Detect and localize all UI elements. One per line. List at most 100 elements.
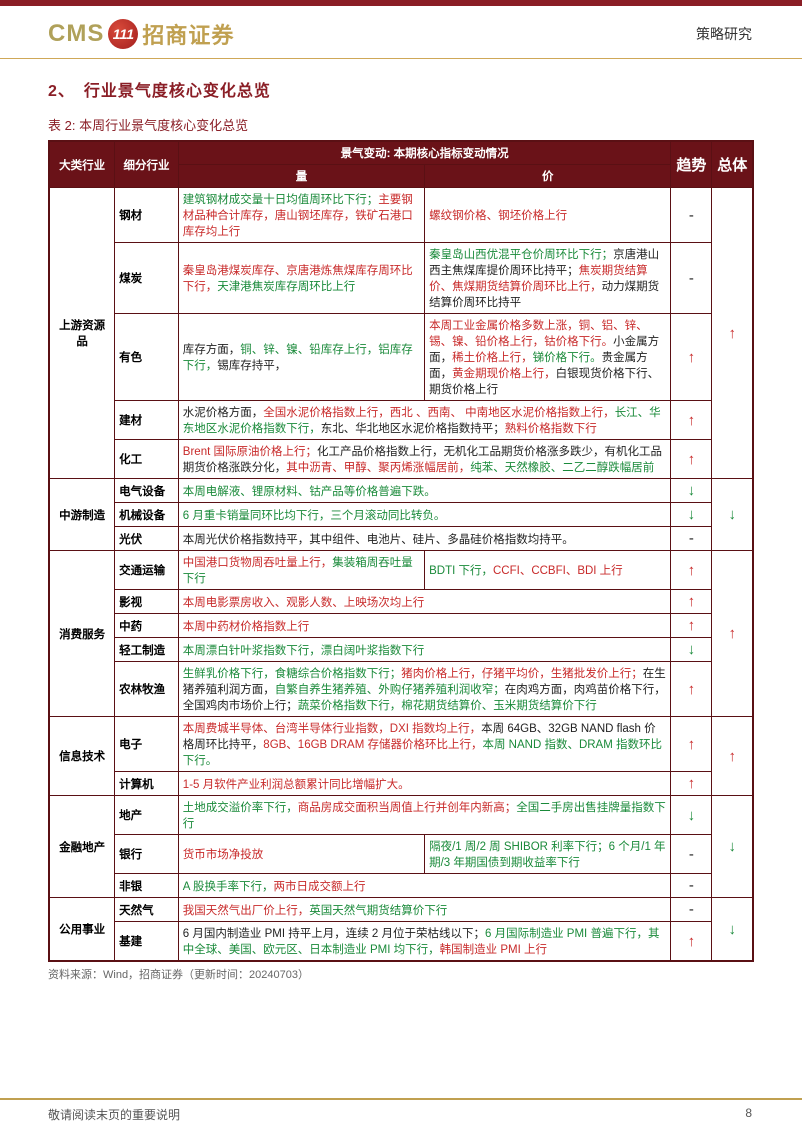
table-head: 大类行业 细分行业 景气变动: 本期核心指标变动情况 趋势 总体 量 价 [49, 141, 753, 188]
cell-sub: 银行 [115, 835, 179, 874]
th-liang: 量 [178, 165, 424, 188]
cell-overall: ↓ [712, 796, 753, 898]
table-row: 煤炭秦皇岛港煤炭库存、京唐港炼焦煤库存周环比下行，天津港焦炭库存周环比上行秦皇岛… [49, 243, 753, 314]
cell-trend: ↓ [671, 503, 712, 527]
cell-trend: ↓ [671, 796, 712, 835]
table-row: 公用事业天然气我国天然气出厂价上行，英国天然气期货结算价下行-↓ [49, 898, 753, 922]
cell-sub: 有色 [115, 314, 179, 401]
text-segment: 天津港焦炭库存周环比上行 [217, 281, 355, 293]
text-segment: A 股换手率下行， [183, 881, 274, 893]
text-segment: 6 月国内制造业 PMI 持平上月，连续 2 月位于荣枯线以下； [183, 928, 485, 940]
cell-trend: ↑ [671, 772, 712, 796]
cell-trend: - [671, 898, 712, 922]
cell-sub: 非银 [115, 874, 179, 898]
cell-sub: 轻工制造 [115, 638, 179, 662]
cell-trend: ↓ [671, 479, 712, 503]
th-sub: 细分行业 [115, 141, 179, 188]
text-segment: 熟料价格指数下行 [505, 423, 597, 435]
cell-text: 本周中药材价格指数上行 [178, 614, 671, 638]
header-category: 策略研究 [696, 24, 752, 44]
cell-major: 中游制造 [49, 479, 115, 551]
table-row: 建材水泥价格方面，全国水泥价格指数上行，西北 、西南、 中南地区水泥价格指数上行… [49, 401, 753, 440]
cell-trend: ↑ [671, 717, 712, 772]
cell-trend: ↑ [671, 401, 712, 440]
cell-text: Brent 国际原油价格上行；化工产品价格指数上行，无机化工品期货价格涨多跌少，… [178, 440, 671, 479]
text-segment: 两市日成交额上行 [274, 881, 366, 893]
cell-text: 本周光伏价格指数持平，其中组件、电池片、硅片、多晶硅价格指数均持平。 [178, 527, 671, 551]
text-segment: 自繁自养生猪养殖、外购仔猪养殖利润收窄； [275, 684, 505, 696]
text-segment: 在肉鸡方面， [505, 684, 574, 696]
cell-major: 公用事业 [49, 898, 115, 962]
cell-trend: ↑ [671, 551, 712, 590]
text-segment: 本周光伏价格指数持平，其中组件、电池片、硅片、多晶硅价格指数均持平。 [183, 534, 574, 546]
table-row: 轻工制造本周漂白针叶浆指数下行，漂白阔叶浆指数下行↓ [49, 638, 753, 662]
table-row: 上游资源品钢材建筑钢材成交量十日均值周环比下行；主要钢材品种合计库存，唐山钢坯库… [49, 188, 753, 243]
cell-trend: ↑ [671, 440, 712, 479]
text-segment: 锑价格下行。 [533, 352, 602, 364]
text-segment: 货币市场净投放 [183, 849, 264, 861]
logo-cms-text: CMS [48, 20, 104, 48]
th-jia: 价 [425, 165, 671, 188]
cell-trend: ↑ [671, 614, 712, 638]
cell-text: 本周电影票房收入、观影人数、上映场次均上行 [178, 590, 671, 614]
text-segment: 韩国制造业 PMI 上行 [440, 944, 547, 956]
cell-text: 秦皇岛港煤炭库存、京唐港炼焦煤库存周环比下行，天津港焦炭库存周环比上行 [178, 243, 424, 314]
cell-overall: ↑ [712, 551, 753, 717]
page-number: 8 [745, 1106, 752, 1123]
table-row: 金融地产地产土地成交溢价率下行，商品房成交面积当周值上行并创年内新高；全国二手房… [49, 796, 753, 835]
cell-trend: ↑ [671, 590, 712, 614]
cell-trend: ↑ [671, 662, 712, 717]
table-row: 机械设备6 月重卡销量同环比均下行，三个月滚动同比转负。↓ [49, 503, 753, 527]
table-row: 计算机1-5 月软件产业利润总额累计同比增幅扩大。↑ [49, 772, 753, 796]
th-overall: 总体 [712, 141, 753, 188]
cell-text: 6 月国内制造业 PMI 持平上月，连续 2 月位于荣枯线以下；6 月国际制造业… [178, 922, 671, 962]
cell-sub: 影视 [115, 590, 179, 614]
cell-text: 隔夜/1 周/2 周 SHIBOR 利率下行；6 个月/1 年期/3 年期国债到… [425, 835, 671, 874]
th-trend: 趋势 [671, 141, 712, 188]
cell-text: 我国天然气出厂价上行，英国天然气期货结算价下行 [178, 898, 671, 922]
cell-trend: - [671, 835, 712, 874]
cell-text: 建筑钢材成交量十日均值周环比下行；主要钢材品种合计库存，唐山钢坯库存，铁矿石港口… [178, 188, 424, 243]
page-footer: 敬请阅读末页的重要说明 8 [0, 1098, 802, 1133]
cell-sub: 天然气 [115, 898, 179, 922]
text-segment: 本周电影票房收入、观影人数、上映场次均上行 [183, 597, 425, 609]
text-segment: 中国港口货物周吞吐量上行， [183, 557, 333, 569]
cell-text: 水泥价格方面，全国水泥价格指数上行，西北 、西南、 中南地区水泥价格指数上行，长… [178, 401, 671, 440]
cell-text: 货币市场净投放 [178, 835, 424, 874]
text-segment: 商品房成交面积当周值上行并创年内新高； [298, 802, 517, 814]
text-segment: 螺纹钢价格、钢坯价格上行 [429, 210, 567, 222]
logo-badge-icon: 111 [108, 19, 138, 49]
cell-text: 秦皇岛山西优混平仓价周环比下行；京唐港山西主焦煤库提价周环比持平；焦炭期货结算价… [425, 243, 671, 314]
text-segment: BDTI 下行， [429, 565, 493, 577]
text-segment: CCFI、CCBFI、BDI 上行 [493, 565, 623, 577]
cell-text: A 股换手率下行，两市日成交额上行 [178, 874, 671, 898]
text-segment: Brent 国际原油价格上行； [183, 446, 317, 458]
cell-major: 信息技术 [49, 717, 115, 796]
cell-text: 库存方面，铜、锌、镍、铅库存上行，铝库存下行，锡库存持平， [178, 314, 424, 401]
text-segment: 稀土价格上行， [452, 352, 533, 364]
text-segment: 建筑钢材成交量十日均值周环比下行； [183, 194, 379, 206]
text-segment: 猪肉价格上行，仔猪平均价，生猪批发价上行； [401, 668, 643, 680]
table-row: 消费服务交通运输中国港口货物周吞吐量上行，集装箱周吞吐量下行BDTI 下行，CC… [49, 551, 753, 590]
content-area: 2、 行业景气度核心变化总览 表 2: 本周行业景气度核心变化总览 大类行业 细… [0, 59, 802, 982]
logo-cn-text: 招商证券 [142, 18, 234, 50]
table-row: 银行货币市场净投放 隔夜/1 周/2 周 SHIBOR 利率下行；6 个月/1 年… [49, 835, 753, 874]
cell-trend: - [671, 243, 712, 314]
cell-trend: - [671, 527, 712, 551]
table-row: 影视本周电影票房收入、观影人数、上映场次均上行 ↑ [49, 590, 753, 614]
cell-sub: 电子 [115, 717, 179, 772]
table-row: 中游制造电气设备本周电解液、锂原材料、钴产品等价格普遍下跌。↓↓ [49, 479, 753, 503]
th-major: 大类行业 [49, 141, 115, 188]
table-row: 化工Brent 国际原油价格上行；化工产品价格指数上行，无机化工品期货价格涨多跌… [49, 440, 753, 479]
text-segment: 其中沥青、甲醇、聚丙烯涨幅居前， [286, 462, 470, 474]
text-segment: 库存方面， [183, 344, 241, 356]
cell-text: 本周电解液、锂原材料、钴产品等价格普遍下跌。 [178, 479, 671, 503]
table-row: 基建6 月国内制造业 PMI 持平上月，连续 2 月位于荣枯线以下；6 月国际制… [49, 922, 753, 962]
cell-sub: 中药 [115, 614, 179, 638]
table-body: 上游资源品钢材建筑钢材成交量十日均值周环比下行；主要钢材品种合计库存，唐山钢坯库… [49, 188, 753, 962]
cell-text: 本周费城半导体、台湾半导体行业指数，DXI 指数均上行，本周 64GB、32GB… [178, 717, 671, 772]
cell-sub: 基建 [115, 922, 179, 962]
cell-sub: 机械设备 [115, 503, 179, 527]
text-segment: 生鲜乳价格下行， [183, 668, 275, 680]
cell-major: 上游资源品 [49, 188, 115, 479]
